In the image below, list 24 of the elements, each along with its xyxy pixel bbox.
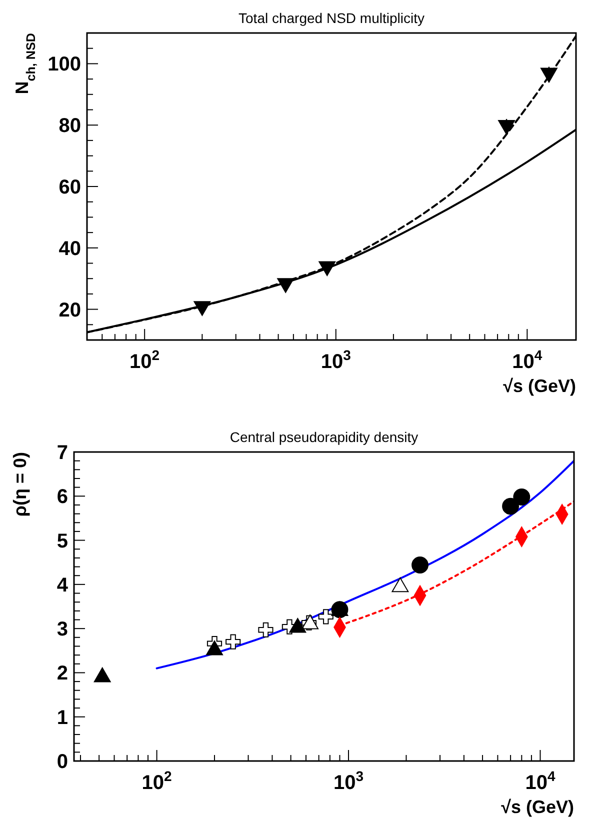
y-tick-label: 20: [58, 299, 81, 322]
chart-title: Total charged NSD multiplicity: [238, 10, 424, 26]
y-tick-label: 100: [48, 54, 81, 76]
chart-title: Central pseudorapidity density: [230, 429, 418, 445]
x-axis-title: √s (GeV): [501, 797, 574, 817]
y-tick-label: 1: [56, 706, 68, 729]
y-tick-label: 3: [56, 618, 68, 641]
y-axis-title: ρ(η = 0): [10, 452, 30, 517]
x-tick-label: 10$^{4}$: [525, 768, 556, 794]
x-tick-label: 10$^{3}$: [333, 768, 364, 794]
y-tick-label: 6: [56, 486, 68, 508]
x-tick-label: 10$^{4}$: [512, 347, 542, 373]
y-tick-label: 2: [56, 662, 68, 685]
y-tick-label: 40: [58, 238, 81, 260]
x-tick-label: 10$^{2}$: [130, 347, 160, 373]
x-tick-label: 10$^{2}$: [142, 768, 172, 794]
y-tick-label: 60: [58, 176, 81, 198]
y-tick-label: 0: [56, 751, 68, 773]
y-tick-label: 80: [58, 115, 81, 138]
y-tick-label: 7: [56, 442, 68, 464]
x-tick-label: 10$^{3}$: [320, 347, 352, 373]
y-tick-label: 4: [56, 574, 69, 596]
x-axis-title: √s (GeV): [503, 376, 576, 396]
y-tick-label: 5: [56, 530, 68, 552]
